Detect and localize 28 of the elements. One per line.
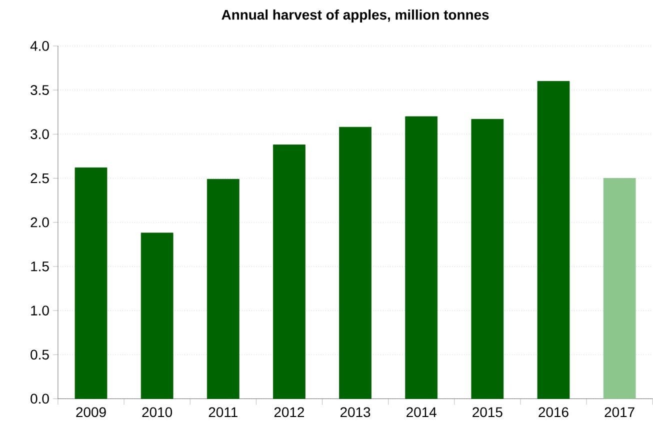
y-tick-label: 2.5 — [30, 173, 49, 184]
bar — [74, 168, 108, 400]
bar — [140, 232, 174, 400]
y-tick-label: 3.0 — [30, 129, 49, 140]
y-tick-label: 1.0 — [31, 306, 49, 316]
x-tick-label: 2009 — [76, 407, 106, 418]
bar — [537, 81, 570, 400]
y-tick-label: 3.5 — [30, 85, 49, 96]
bar — [339, 127, 372, 400]
x-tick-label: 2014 — [406, 407, 436, 418]
x-tick-label: 2010 — [142, 407, 172, 418]
x-tick-label: 2012 — [274, 407, 304, 418]
bar — [206, 179, 240, 400]
x-tick-label: 2011 — [208, 407, 238, 418]
y-tick-label: 2.0 — [30, 218, 49, 228]
x-tick-label: 2015 — [472, 407, 502, 418]
y-tick-label: 0.5 — [30, 350, 49, 360]
bar — [603, 178, 636, 400]
y-tick-label: 4.0 — [30, 41, 49, 52]
bar — [405, 116, 438, 400]
bar — [273, 144, 306, 400]
y-tick-label: 0.0 — [30, 394, 49, 404]
y-tick-label: 1.5 — [31, 262, 49, 272]
x-tick-label: 2016 — [538, 407, 568, 418]
x-tick-label: 2017 — [604, 407, 634, 418]
bar — [471, 119, 504, 400]
chart-title: Annual harvest of apples, million tonnes — [222, 10, 489, 23]
x-tick-label: 2013 — [340, 407, 370, 418]
